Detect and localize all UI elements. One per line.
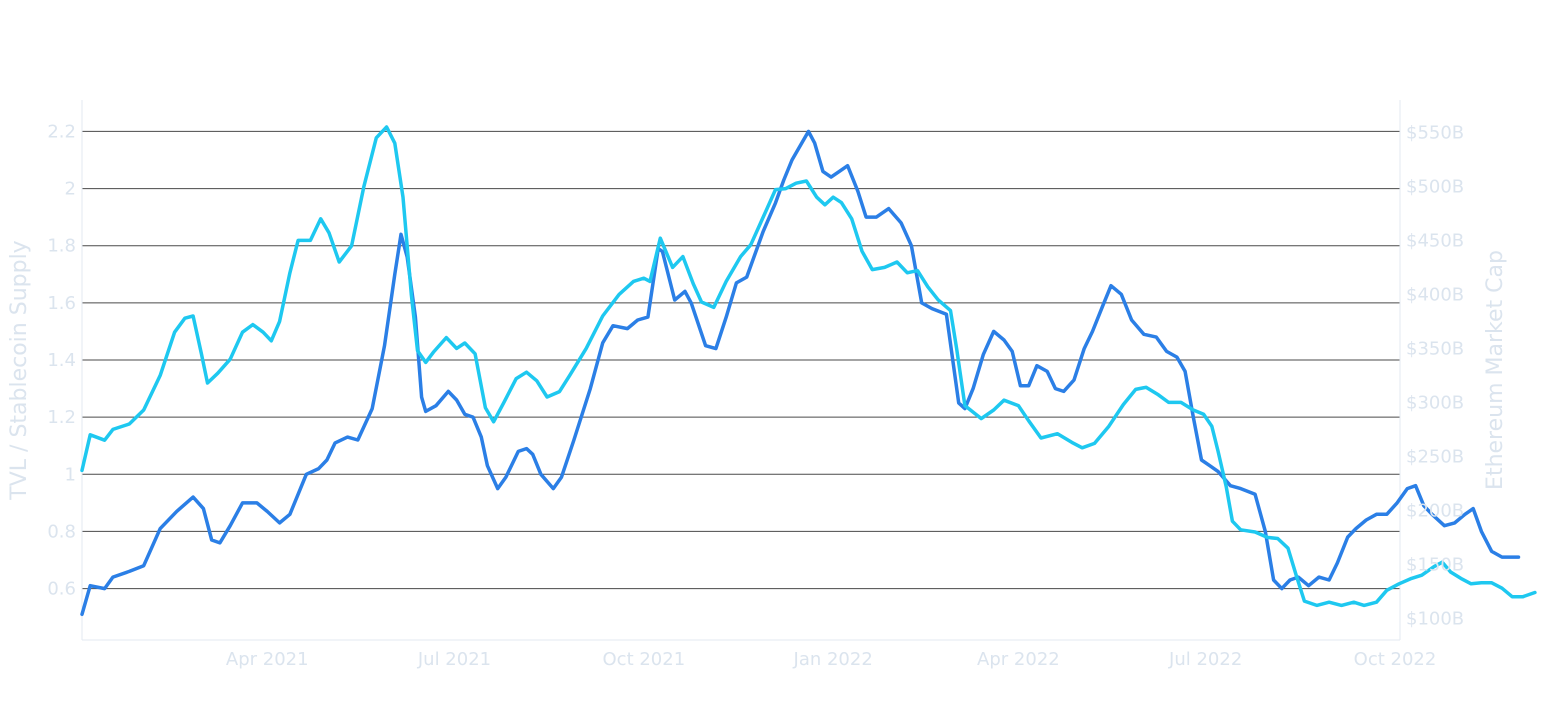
series-lines [80,125,1537,617]
y-right-tick-label: $450B [1406,230,1464,251]
y-right-tick-label: $350B [1406,338,1464,359]
y-left-tick-label: 1.2 [47,407,76,428]
gridlines [82,130,1400,590]
x-tick-label: Jul 2021 [417,649,491,670]
y-left-tick-label: 2.2 [47,121,76,142]
x-tick-label: Oct 2022 [1354,649,1437,670]
y-axis-left-title: TVL / Stablecoin Supply [7,240,32,500]
tick-labels: 0.6 0.8 1 1.2 1.4 1.6 1.8 2 2.2 $100B $150B $200B $2… [47,121,1464,670]
x-tick-label: Oct 2021 [603,649,686,670]
x-tick-label: Apr 2022 [977,649,1060,670]
y-left-tick-label: 1.4 [47,350,76,371]
series-line-tvl-ratio [80,129,1521,617]
y-right-tick-label: $150B [1406,554,1464,575]
y-axis-right-title: Ethereum Market Cap [1483,250,1508,490]
series-line-eth-market-cap [80,125,1537,608]
y-left-tick-label: 0.8 [47,521,76,542]
y-left-tick-label: 1 [65,464,76,485]
axes [81,100,1401,641]
y-left-tick-label: 1.8 [47,236,76,257]
x-tick-label: Jul 2022 [1168,649,1242,670]
y-right-tick-label: $300B [1406,392,1464,413]
y-right-tick-label: $200B [1406,500,1464,521]
y-right-tick-label: $100B [1406,608,1464,629]
y-left-tick-label: 2 [65,179,76,200]
y-right-tick-label: $400B [1406,284,1464,305]
x-tick-label: Apr 2021 [226,649,309,670]
y-right-tick-label: $550B [1406,122,1464,143]
x-tick-label: Jan 2022 [793,649,873,670]
y-right-tick-label: $250B [1406,446,1464,467]
y-left-tick-label: 0.6 [47,579,76,600]
y-left-tick-label: 1.6 [47,293,76,314]
y-right-tick-label: $500B [1406,176,1464,197]
